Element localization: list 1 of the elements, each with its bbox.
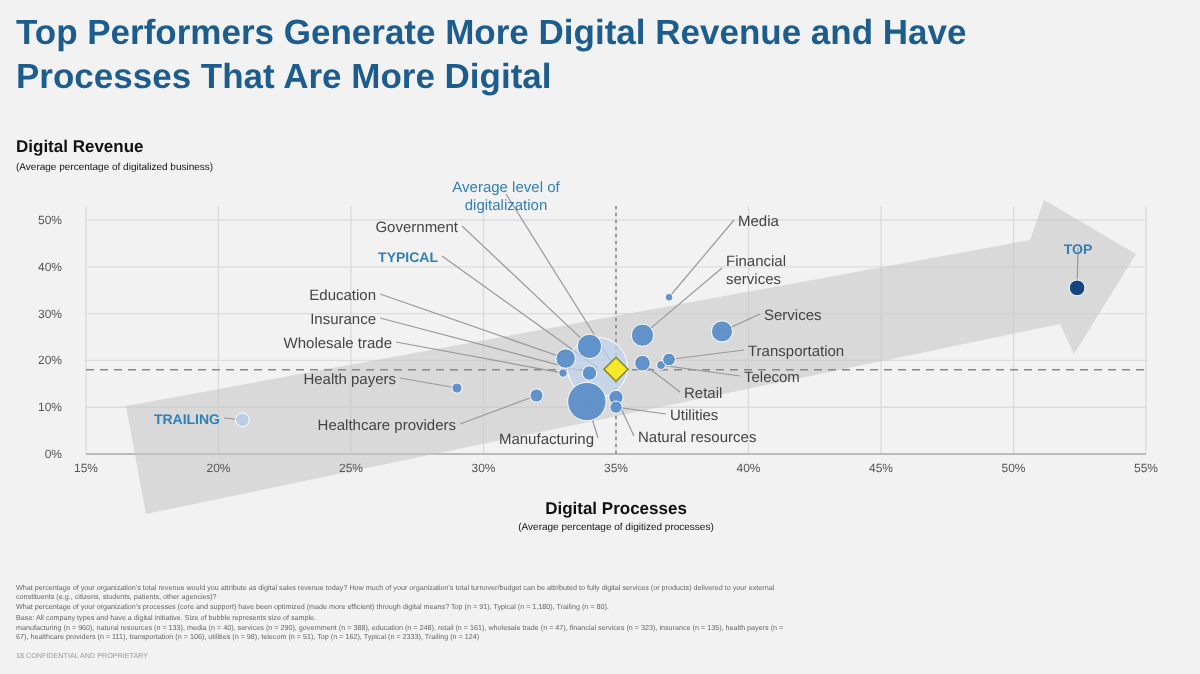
chart-title: Top Performers Generate More Digital Revenue and Have Processes That Are More Digital — [16, 12, 967, 96]
